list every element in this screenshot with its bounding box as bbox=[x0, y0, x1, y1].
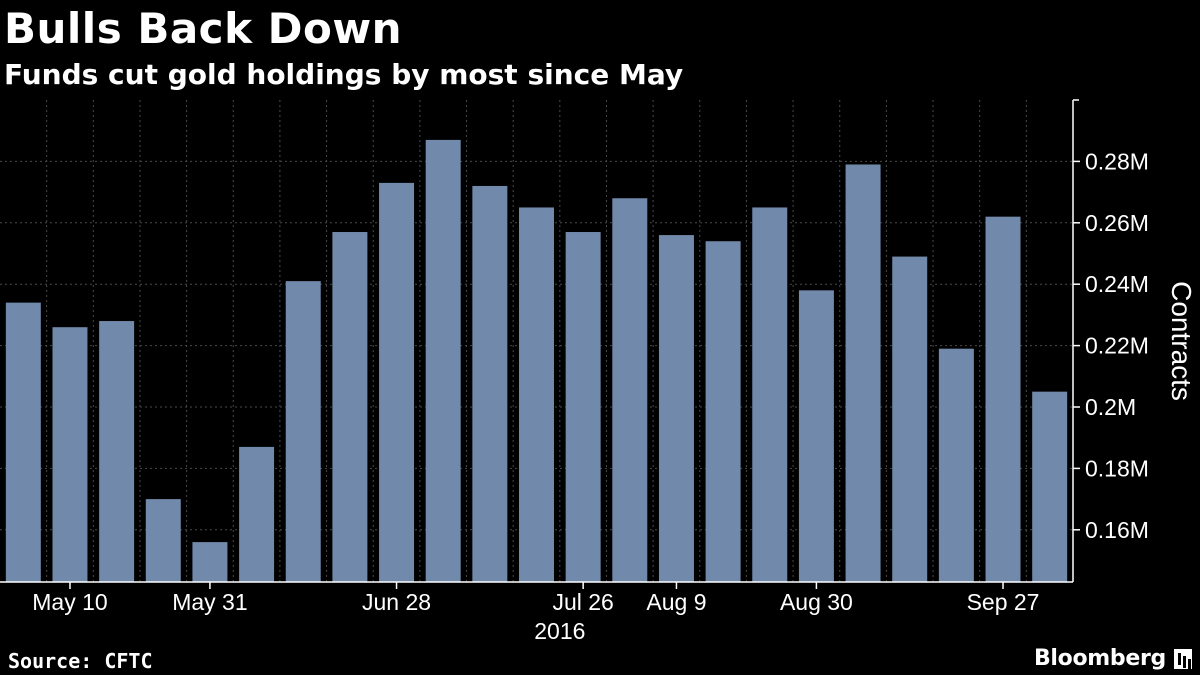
y-tick-label: 0.2M bbox=[1085, 394, 1136, 420]
bar bbox=[519, 207, 554, 583]
bar bbox=[938, 348, 974, 582]
bar bbox=[798, 290, 834, 582]
chart-title: Bulls Back Down bbox=[4, 4, 403, 53]
y-tick-label: 0.26M bbox=[1085, 210, 1149, 236]
bar bbox=[472, 185, 508, 582]
chart-subtitle: Funds cut gold holdings by most since Ma… bbox=[4, 58, 684, 91]
bar bbox=[5, 302, 41, 582]
bar bbox=[658, 235, 694, 582]
bar bbox=[379, 182, 415, 582]
bar bbox=[705, 241, 741, 582]
y-tick-label: 0.16M bbox=[1085, 517, 1149, 543]
bloomberg-chart-icon bbox=[1174, 649, 1192, 669]
x-tick-label: May 31 bbox=[172, 589, 247, 615]
x-tick-label: Jun 28 bbox=[362, 589, 431, 615]
bar bbox=[425, 139, 461, 582]
x-tick-label: Jul 26 bbox=[552, 589, 613, 615]
y-tick-label: 0.22M bbox=[1085, 333, 1149, 359]
x-tick-label: May 10 bbox=[32, 589, 107, 615]
x-tick-label: Sep 27 bbox=[967, 589, 1040, 615]
bar bbox=[845, 164, 881, 582]
y-tick-label: 0.24M bbox=[1085, 271, 1149, 297]
bar bbox=[192, 542, 228, 582]
bar bbox=[332, 232, 368, 582]
y-axis-title: Contracts bbox=[1166, 281, 1197, 401]
bar bbox=[285, 281, 321, 582]
bar bbox=[99, 321, 135, 582]
x-tick-label: Aug 9 bbox=[646, 589, 706, 615]
bar bbox=[612, 198, 648, 582]
source-note: Source: CFTC bbox=[8, 649, 153, 673]
bar bbox=[52, 327, 88, 582]
x-year-label: 2016 bbox=[534, 618, 585, 644]
bar bbox=[1032, 391, 1068, 582]
y-tick-label: 0.28M bbox=[1085, 148, 1149, 174]
bar bbox=[239, 446, 275, 582]
bar bbox=[565, 232, 601, 582]
bar bbox=[145, 499, 181, 582]
bar bbox=[892, 256, 928, 582]
x-tick-label: Aug 30 bbox=[780, 589, 853, 615]
bar bbox=[985, 216, 1021, 582]
y-tick-label: 0.18M bbox=[1085, 455, 1149, 481]
brand-logo: Bloomberg bbox=[1033, 646, 1166, 671]
bar bbox=[752, 207, 788, 583]
